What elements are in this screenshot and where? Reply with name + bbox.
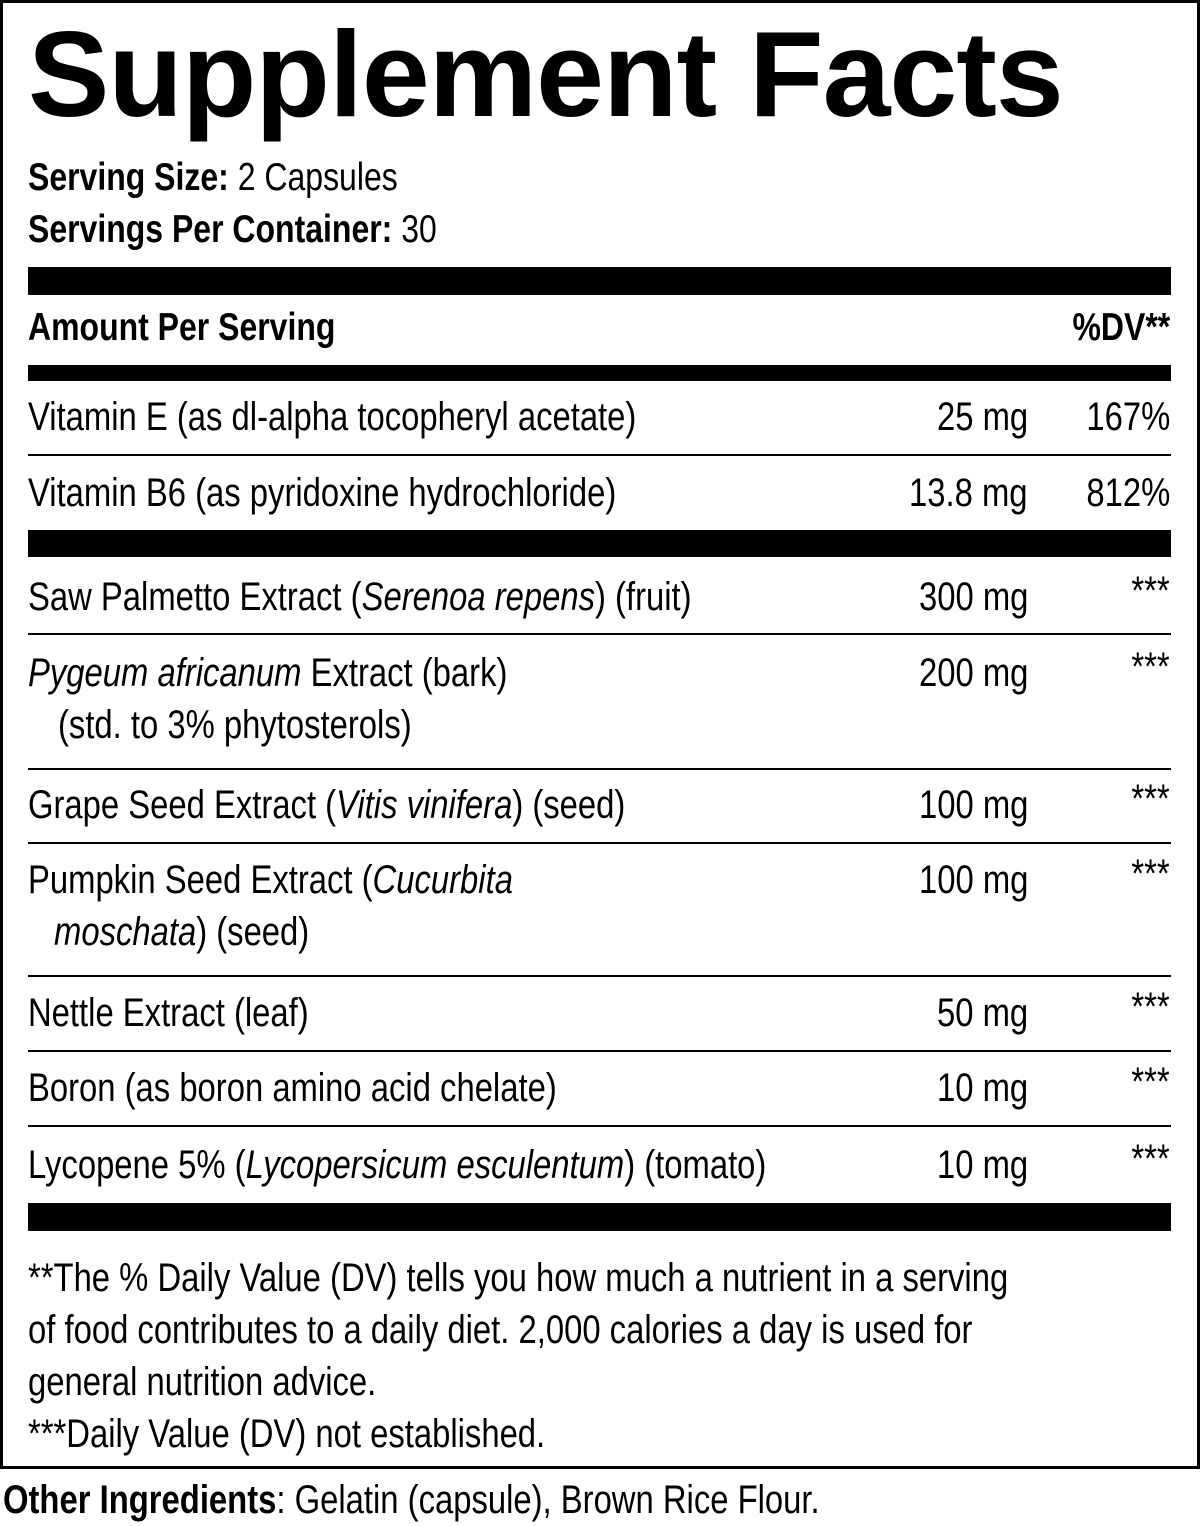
nutrient-name: Boron (as boron amino acid chelate) (28, 1062, 557, 1114)
row-divider (28, 633, 1171, 635)
name-text: Boron (as boron amino acid chelate) (28, 1066, 557, 1110)
name-text: ) (fruit) (594, 575, 692, 619)
serving-size-label: Serving Size: (28, 156, 229, 199)
row-divider (28, 1050, 1171, 1052)
name-text: Vitamin B6 (as pyridoxine hydrochloride) (28, 471, 617, 515)
nutrient-amount: 10 mg (936, 1143, 1028, 1187)
latin-name: Vitis vinifera (336, 783, 513, 827)
nutrient-amount: 50 mg (936, 991, 1028, 1035)
supplement-facts-panel (0, 0, 1200, 1469)
servings-per-container-value: 30 (401, 208, 437, 251)
latin-name: Cucurbita (372, 858, 513, 902)
name-text: Grape Seed Extract ( (28, 783, 337, 827)
footnote: general nutrition advice. (28, 1360, 377, 1404)
nutrient-dv: *** (1131, 569, 1170, 613)
dv-heading: %DV** (1072, 306, 1170, 349)
nutrient-name-line2: moschata) (seed) (54, 906, 309, 958)
amount-per-serving-heading: Amount Per Serving (28, 306, 336, 349)
name-text: Nettle Extract (leaf) (28, 991, 309, 1035)
nutrient-dv: 812% (1086, 471, 1170, 515)
name-text: Lycopene 5% ( (28, 1143, 246, 1187)
footnote: **The % Daily Value (DV) tells you how m… (28, 1256, 1009, 1300)
nutrient-name: Lycopene 5% (Lycopersicum esculentum) (t… (28, 1139, 766, 1191)
nutrient-name: Vitamin E (as dl-alpha tocopheryl acetat… (28, 391, 636, 443)
nutrient-amount: 25 mg (936, 395, 1028, 439)
thick-divider (28, 267, 1171, 295)
name-text: ) (seed) (512, 783, 626, 827)
other-ingredients-label: Other Ingredients (3, 1478, 277, 1522)
name-text: Vitamin E (as dl-alpha tocopheryl acetat… (28, 395, 637, 439)
serving-size-value: 2 Capsules (237, 156, 398, 199)
nutrient-name: Grape Seed Extract (Vitis vinifera) (see… (28, 779, 625, 831)
nutrient-name: Nettle Extract (leaf) (28, 987, 309, 1039)
nutrient-amount: 10 mg (936, 1066, 1028, 1110)
nutrient-dv: *** (1131, 1137, 1170, 1181)
row-divider (28, 975, 1171, 977)
nutrient-dv: *** (1131, 852, 1170, 896)
nutrient-amount: 300 mg (918, 575, 1028, 619)
thick-divider (28, 530, 1171, 557)
medium-divider (28, 365, 1171, 381)
servings-per-container-label: Servings Per Container: (28, 208, 393, 251)
row-divider (28, 842, 1171, 844)
nutrient-amount: 13.8 mg (909, 471, 1028, 515)
nutrient-dv: 167% (1086, 395, 1170, 439)
other-ingredients-value: : Gelatin (capsule), Brown Rice Flour. (276, 1478, 820, 1522)
name-text: ) (tomato) (624, 1143, 767, 1187)
name-text: Pumpkin Seed Extract ( (28, 858, 373, 902)
nutrient-amount: 200 mg (918, 651, 1028, 695)
serving-size: Serving Size: 2 Capsules (28, 156, 398, 200)
name-text: Extract (bark) (301, 651, 508, 695)
nutrient-name: Vitamin B6 (as pyridoxine hydrochloride) (28, 467, 616, 519)
nutrient-dv: *** (1131, 985, 1170, 1029)
servings-per-container: Servings Per Container: 30 (28, 208, 437, 252)
name-text: (std. to 3% phytosterols) (58, 703, 412, 747)
latin-name: Serenoa repens (361, 575, 595, 619)
thick-divider (28, 1203, 1171, 1231)
panel-title: Supplement Facts (28, 6, 1064, 142)
nutrient-name-line2: (std. to 3% phytosterols) (58, 699, 412, 751)
name-text: ) (seed) (196, 910, 310, 954)
footnote: of food contributes to a daily diet. 2,0… (28, 1308, 973, 1352)
nutrient-dv: *** (1131, 645, 1170, 689)
nutrient-name: Pumpkin Seed Extract (Cucurbita (28, 854, 513, 906)
nutrient-name: Pygeum africanum Extract (bark) (28, 647, 507, 699)
name-text: Saw Palmetto Extract ( (28, 575, 362, 619)
latin-name: moschata (54, 910, 197, 954)
footnote: ***Daily Value (DV) not established. (28, 1412, 546, 1456)
row-divider (28, 1125, 1171, 1127)
latin-name: Lycopersicum esculentum (245, 1143, 625, 1187)
latin-name: Pygeum africanum (28, 651, 302, 695)
nutrient-amount: 100 mg (918, 783, 1028, 827)
row-divider (28, 454, 1171, 456)
other-ingredients: Other Ingredients: Gelatin (capsule), Br… (3, 1474, 820, 1526)
nutrient-dv: *** (1131, 1060, 1170, 1104)
row-divider (28, 768, 1171, 770)
nutrient-name: Saw Palmetto Extract (Serenoa repens) (f… (28, 571, 692, 623)
nutrient-amount: 100 mg (918, 858, 1028, 902)
nutrient-dv: *** (1131, 777, 1170, 821)
